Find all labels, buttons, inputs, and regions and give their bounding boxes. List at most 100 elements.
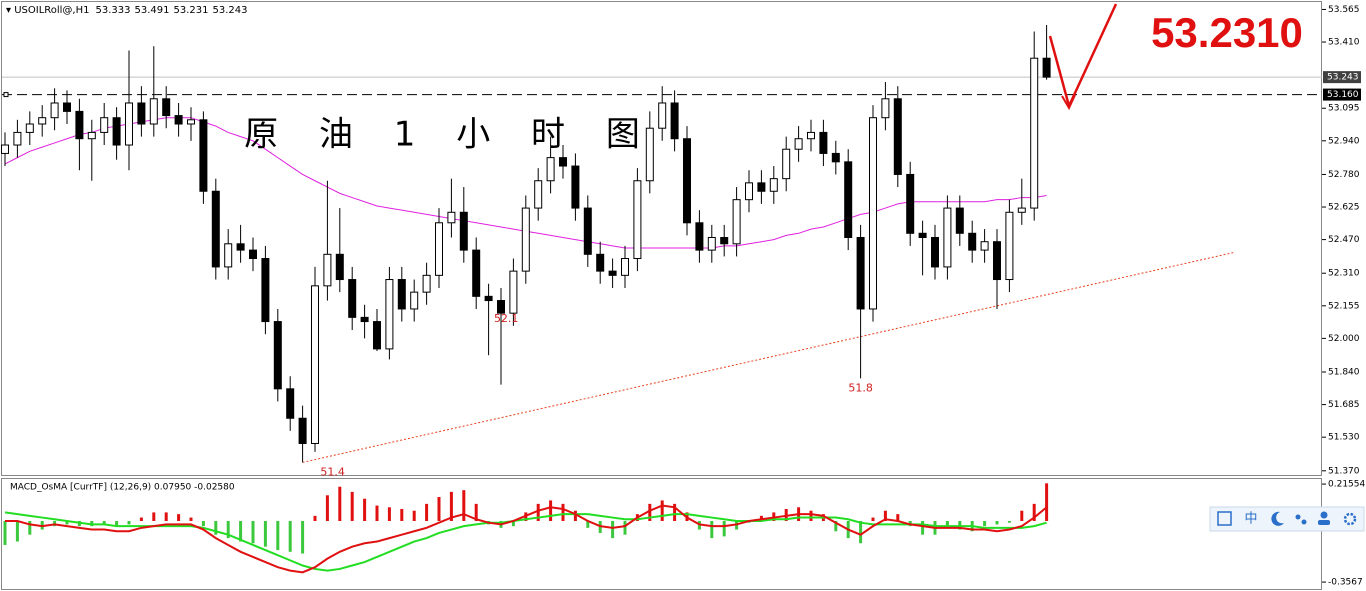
- histogram-bar: [1020, 510, 1024, 521]
- y-tick-label: 52.625: [1328, 203, 1360, 213]
- toolbar-icon[interactable]: [1320, 511, 1328, 519]
- candle-body: [199, 119, 208, 192]
- candle-body: [1042, 57, 1051, 78]
- histogram-bar: [350, 491, 354, 521]
- candle-body: [856, 237, 865, 310]
- toolbar-bg: [1209, 506, 1365, 532]
- price-annotation: 53.2310: [1151, 9, 1303, 56]
- ohlc-high: 53.491: [135, 5, 170, 16]
- histogram-bar: [139, 517, 143, 521]
- histogram-bar: [561, 503, 565, 521]
- candle-body: [893, 98, 902, 175]
- histogram-bar: [15, 520, 19, 542]
- low-label: 51.8: [848, 381, 873, 394]
- histogram-bar: [251, 520, 255, 544]
- candle-body: [980, 241, 989, 251]
- candle-body: [484, 295, 493, 302]
- candle-body: [323, 253, 332, 287]
- histogram-bar: [809, 510, 813, 521]
- candle-body: [645, 127, 654, 182]
- histogram-bar: [1032, 503, 1036, 521]
- histogram-bar: [995, 520, 999, 525]
- signal-line: [4, 511, 1047, 572]
- trendline: [302, 251, 1236, 463]
- y-tick-label: 52.780: [1328, 170, 1360, 180]
- candle-body: [1030, 57, 1039, 209]
- histogram-bar: [673, 503, 677, 521]
- histogram-bar: [573, 510, 577, 521]
- histogram-bar: [263, 520, 267, 547]
- arrow-head: [1061, 94, 1076, 111]
- y-tick-label: 52.470: [1328, 235, 1360, 245]
- histogram-bar: [474, 503, 478, 521]
- candle-body: [757, 182, 766, 192]
- candle-body: [621, 258, 629, 276]
- candle-body: [348, 279, 357, 318]
- toolbar-icon[interactable]: [1217, 511, 1232, 526]
- histogram-bar: [983, 520, 987, 527]
- candle-body: [50, 102, 59, 119]
- histogram-bar: [611, 520, 615, 539]
- candle-body: [720, 237, 729, 245]
- histogram-bar: [301, 520, 305, 554]
- candle-body: [918, 232, 927, 239]
- histogram-bar: [313, 515, 317, 521]
- candle-body: [782, 148, 791, 180]
- histogram-bar: [945, 520, 949, 528]
- histogram-bar: [102, 520, 106, 525]
- candle-body: [125, 102, 133, 146]
- candle-body: [658, 102, 667, 129]
- histogram-bar: [387, 507, 391, 521]
- y-tick-label: 52.310: [1328, 269, 1360, 279]
- histogram-bar: [363, 498, 367, 521]
- candle-body: [373, 321, 381, 350]
- y-tick-label: -0.3567: [1328, 578, 1363, 588]
- candle-body: [968, 232, 977, 251]
- histogram-bar: [710, 520, 714, 539]
- candle-body: [397, 279, 406, 310]
- histogram-bar: [177, 514, 181, 521]
- collapse-arrow: ▾: [6, 5, 14, 16]
- candle-body: [794, 138, 803, 150]
- histogram-bar: [586, 520, 590, 528]
- low-label: 52.1: [494, 312, 519, 325]
- current-price-box: [1323, 71, 1361, 84]
- candle-body: [931, 237, 939, 268]
- toolbar-lang[interactable]: 中: [1244, 512, 1257, 527]
- toolbar-icon[interactable]: [1343, 512, 1357, 526]
- candle-body: [211, 190, 220, 268]
- histogram-bar: [834, 520, 838, 532]
- candle-body: [1017, 207, 1026, 213]
- symbol: USOILRoll@,H1: [14, 5, 89, 16]
- y-tick-label: 53.095: [1328, 104, 1360, 114]
- candle-body: [261, 258, 270, 323]
- candle-body: [1, 144, 9, 154]
- toolbar-icon[interactable]: [1295, 514, 1301, 520]
- candle-body: [435, 222, 443, 276]
- candle-body: [360, 316, 369, 323]
- ohlc-close: 53.243: [213, 5, 248, 16]
- toolbar-icon[interactable]: [1318, 520, 1330, 525]
- histogram-bar: [115, 520, 119, 527]
- level-price-label: 53.160: [1327, 90, 1359, 100]
- candle-body: [63, 102, 71, 112]
- candle-body: [25, 123, 34, 133]
- histogram-bar: [722, 520, 726, 537]
- histogram-bar: [338, 486, 342, 521]
- candle-body: [695, 222, 704, 251]
- candle-body: [224, 243, 233, 268]
- toolbar-icon[interactable]: [1271, 511, 1284, 526]
- candle-body: [943, 207, 952, 268]
- candle-body: [472, 249, 481, 297]
- toolbar-icon[interactable]: [1301, 519, 1307, 525]
- candle-body: [112, 117, 121, 146]
- candle-body: [955, 207, 964, 234]
- histogram-bar: [214, 520, 218, 535]
- y-tick-label: 51.530: [1328, 433, 1360, 443]
- candle-body: [236, 243, 245, 251]
- candle-body: [459, 211, 468, 251]
- y-tick-label: 51.685: [1328, 400, 1360, 410]
- ohlc-open: 53.333: [96, 5, 131, 16]
